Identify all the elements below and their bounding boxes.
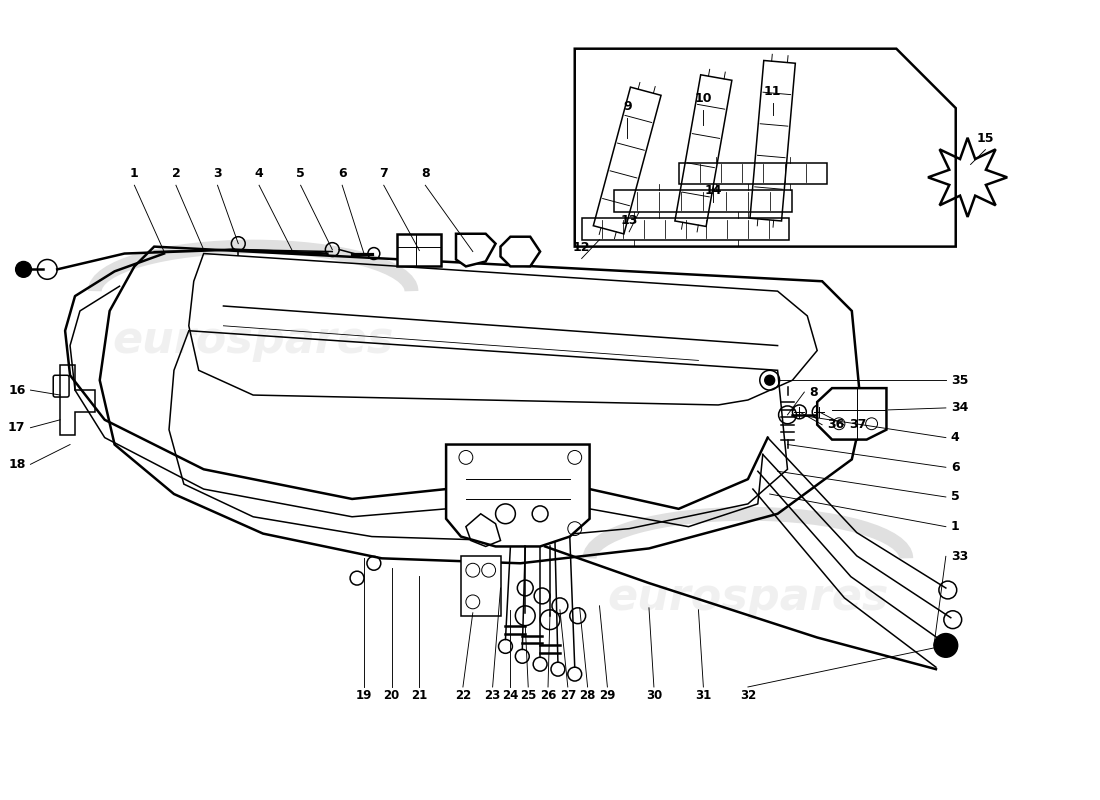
Text: 35: 35 [950,374,968,386]
Text: 5: 5 [950,490,959,503]
Text: 23: 23 [484,689,500,702]
Text: 33: 33 [950,550,968,563]
Text: 9: 9 [623,100,631,113]
Text: 27: 27 [560,689,576,702]
Text: 6: 6 [338,167,346,180]
Text: eurospares: eurospares [112,319,394,362]
Polygon shape [817,388,887,439]
Text: 2: 2 [172,167,180,180]
Text: 26: 26 [540,689,557,702]
Text: 1: 1 [950,520,959,533]
Text: 37: 37 [849,418,866,431]
Text: 20: 20 [384,689,399,702]
Text: 22: 22 [454,689,471,702]
Text: 25: 25 [520,689,537,702]
Text: 29: 29 [600,689,616,702]
Text: 16: 16 [8,384,25,397]
Polygon shape [500,237,540,266]
Circle shape [934,634,958,658]
Text: 5: 5 [296,167,305,180]
Text: 10: 10 [694,92,712,105]
Text: 4: 4 [950,431,959,444]
Text: 8: 8 [421,167,430,180]
Text: 34: 34 [950,402,968,414]
Text: 17: 17 [8,422,25,434]
Text: eurospares: eurospares [607,577,889,619]
Text: 28: 28 [580,689,596,702]
Text: 31: 31 [695,689,712,702]
Text: 8: 8 [810,386,818,398]
Text: 36: 36 [827,418,845,431]
Text: 3: 3 [213,167,222,180]
Text: 1: 1 [130,167,139,180]
Text: 14: 14 [704,184,722,197]
Text: 12: 12 [573,241,591,254]
Text: 6: 6 [950,461,959,474]
Text: 32: 32 [740,689,756,702]
Circle shape [764,375,774,385]
Text: 11: 11 [763,85,781,98]
Text: 21: 21 [411,689,428,702]
Text: 18: 18 [8,458,25,471]
Text: 4: 4 [255,167,263,180]
Text: 24: 24 [503,689,518,702]
Text: 30: 30 [646,689,662,702]
Text: 19: 19 [355,689,372,702]
Polygon shape [397,234,441,266]
Text: 13: 13 [620,214,638,227]
Text: 15: 15 [977,132,994,145]
Circle shape [15,262,32,278]
Text: 7: 7 [379,167,388,180]
Polygon shape [456,234,496,266]
Polygon shape [461,556,500,616]
Polygon shape [447,445,590,546]
